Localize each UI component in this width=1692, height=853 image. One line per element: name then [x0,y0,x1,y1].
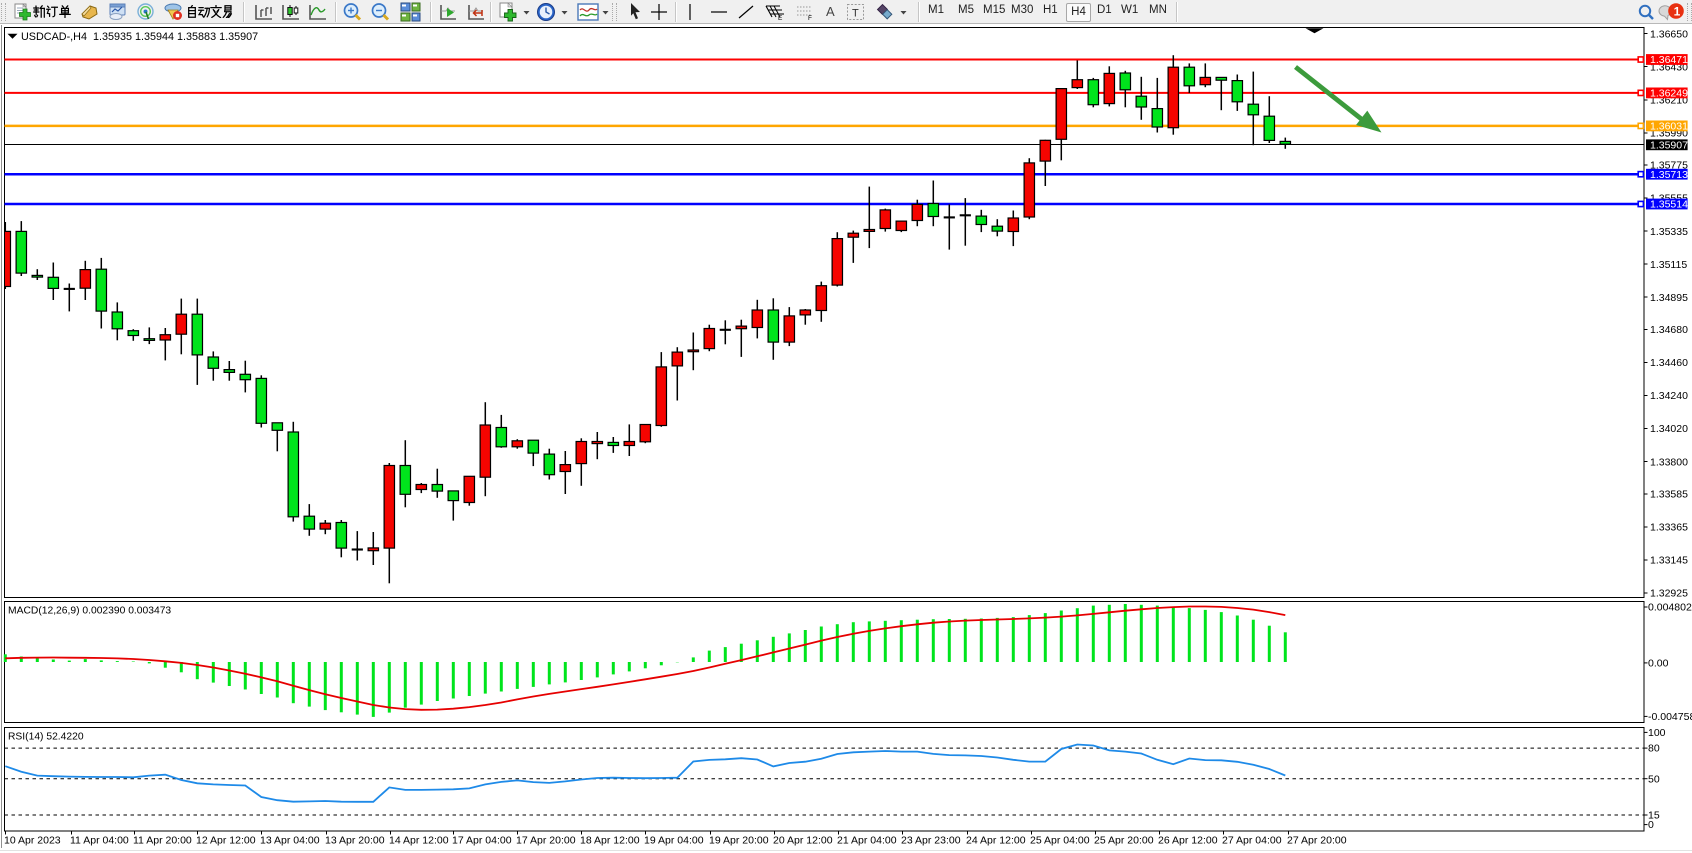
svg-text:0: 0 [1648,819,1654,831]
svg-text:1.35514: 1.35514 [1650,199,1688,211]
svg-text:1.33145: 1.33145 [1650,555,1688,567]
svg-text:T: T [852,8,859,20]
svg-text:1.35775: 1.35775 [1650,160,1688,172]
svg-text:1.35335: 1.35335 [1650,226,1688,238]
svg-text:1.34460: 1.34460 [1650,357,1688,369]
svg-text:1.34680: 1.34680 [1650,324,1688,336]
svg-text:1.34895: 1.34895 [1650,292,1688,304]
svg-text:17 Apr 04:00: 17 Apr 04:00 [452,835,512,847]
svg-text:25 Apr 04:00: 25 Apr 04:00 [1030,835,1090,847]
svg-text:17 Apr 20:00: 17 Apr 20:00 [516,835,576,847]
svg-text:1.33800: 1.33800 [1650,456,1688,468]
svg-text:10 Apr 2023: 10 Apr 2023 [4,835,61,847]
svg-text:1.33365: 1.33365 [1650,522,1688,534]
svg-text:1.35907: 1.35907 [1650,140,1688,152]
svg-text:MACD(12,26,9) 0.002390 0.00347: MACD(12,26,9) 0.002390 0.003473 [8,606,171,617]
svg-text:23 Apr 23:00: 23 Apr 23:00 [901,835,961,847]
svg-text:100: 100 [1648,727,1666,739]
svg-text:21 Apr 04:00: 21 Apr 04:00 [837,835,897,847]
svg-text:12 Apr 12:00: 12 Apr 12:00 [196,835,256,847]
svg-text:1: 1 [1674,4,1681,18]
svg-text:USDCAD-,H4 1.35935 1.35944 1.: USDCAD-,H4 1.35935 1.35944 1.35883 1.359… [21,31,258,43]
svg-text:50: 50 [1648,773,1660,785]
svg-text:F: F [808,15,812,21]
svg-text:1.35115: 1.35115 [1650,259,1687,271]
svg-text:1.34020: 1.34020 [1650,423,1688,435]
svg-text:19 Apr 20:00: 19 Apr 20:00 [709,835,769,847]
svg-text:11 Apr 04:00: 11 Apr 04:00 [70,835,129,847]
svg-text:24 Apr 12:00: 24 Apr 12:00 [966,835,1026,847]
svg-text:RSI(14) 52.4220: RSI(14) 52.4220 [8,732,84,743]
svg-text:1.34240: 1.34240 [1650,390,1688,402]
svg-text:1.36471: 1.36471 [1650,54,1688,66]
svg-text:0.004802: 0.004802 [1648,602,1692,614]
svg-text:1.36650: 1.36650 [1650,28,1688,40]
svg-text:27 Apr 20:00: 27 Apr 20:00 [1287,835,1347,847]
svg-text:E: E [778,15,783,21]
svg-text:1.35713: 1.35713 [1650,169,1688,181]
svg-text:19 Apr 04:00: 19 Apr 04:00 [644,835,704,847]
svg-text:1.32925: 1.32925 [1650,588,1688,600]
svg-text:0.00: 0.00 [1648,658,1669,670]
svg-text:80: 80 [1648,743,1660,755]
svg-text:14 Apr 12:00: 14 Apr 12:00 [389,835,449,847]
svg-text:11 Apr 20:00: 11 Apr 20:00 [133,835,192,847]
svg-text:15: 15 [1648,810,1660,822]
svg-text:18 Apr 12:00: 18 Apr 12:00 [580,835,640,847]
svg-text:25 Apr 20:00: 25 Apr 20:00 [1094,835,1154,847]
svg-text:1.36031: 1.36031 [1650,121,1688,133]
svg-text:-0.004758: -0.004758 [1648,711,1692,723]
svg-text:1.33585: 1.33585 [1650,489,1688,501]
svg-text:13 Apr 20:00: 13 Apr 20:00 [325,835,385,847]
svg-text:26 Apr 12:00: 26 Apr 12:00 [1158,835,1218,847]
svg-text:13 Apr 04:00: 13 Apr 04:00 [260,835,320,847]
svg-text:20 Apr 12:00: 20 Apr 12:00 [773,835,833,847]
svg-text:1.36249: 1.36249 [1650,88,1688,100]
svg-text:27 Apr 04:00: 27 Apr 04:00 [1222,835,1282,847]
